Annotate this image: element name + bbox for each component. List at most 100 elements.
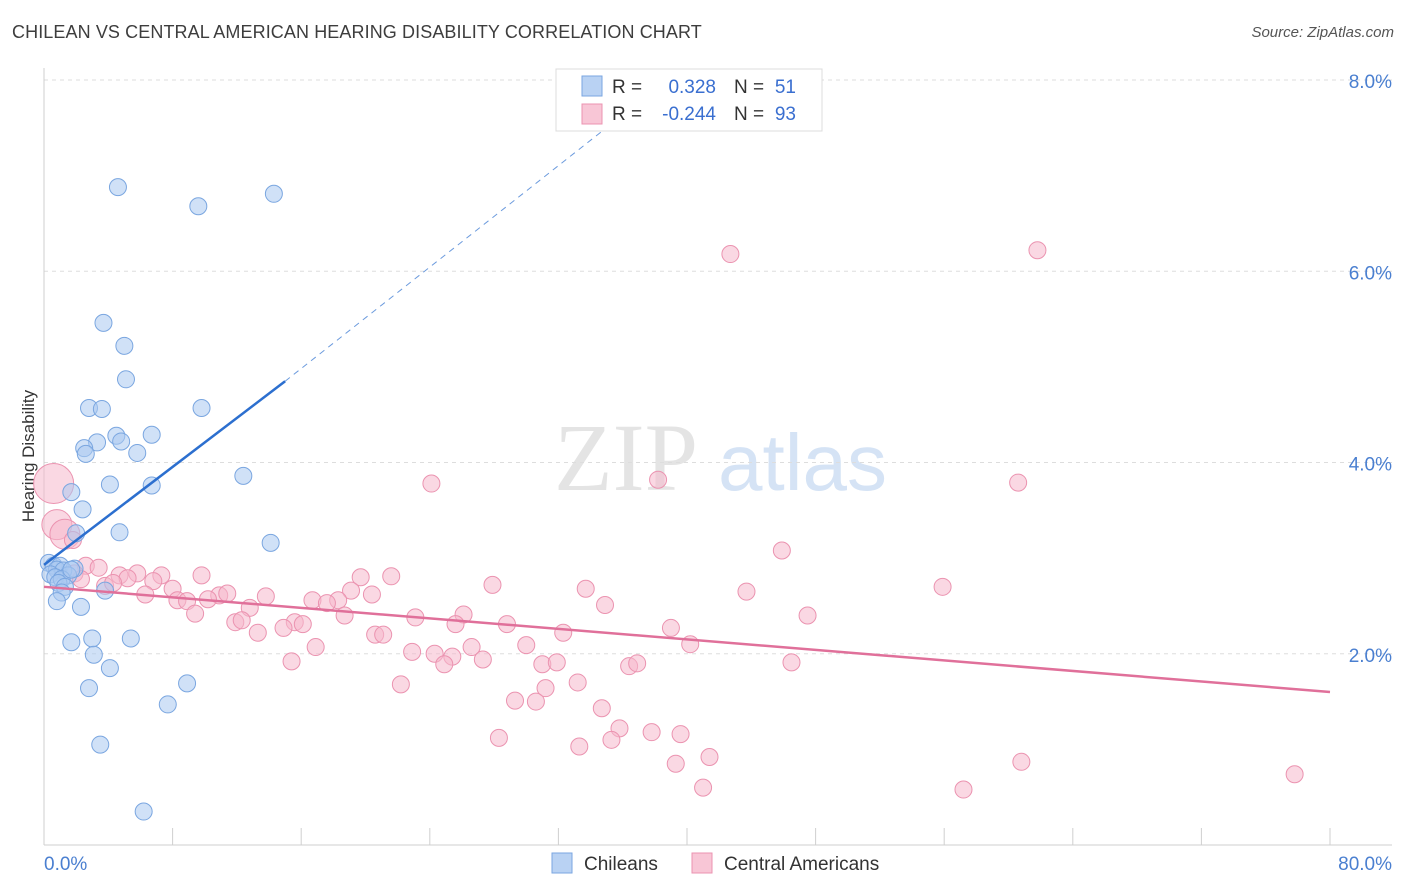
series-legend: Chileans Central Americans (551, 852, 879, 875)
chileans-point-46 (178, 674, 197, 693)
chileans-point-40 (83, 629, 102, 648)
central-americans-point-40 (317, 594, 336, 613)
chileans-point-15 (128, 443, 147, 462)
central-americans-point-61 (306, 638, 325, 657)
trend-lines (43, 89, 1331, 694)
chileans-point-7 (92, 399, 111, 418)
central-americans-point-91 (694, 778, 713, 797)
central-americans-point-84 (489, 728, 508, 747)
central-americans-point-26 (576, 579, 595, 598)
central-americans-point-21 (144, 572, 163, 591)
chileans-point-50 (62, 560, 81, 579)
central-americans-point-75 (391, 675, 410, 694)
central-americans-point-32 (218, 584, 237, 603)
central-americans-point-87 (700, 748, 719, 767)
x-axis-ticks (43, 828, 1331, 845)
central-americans-trend-line (43, 585, 1331, 694)
central-americans-point-4 (1009, 473, 1028, 492)
chileans-point-1 (189, 197, 208, 216)
chileans-point-43 (84, 645, 103, 664)
central-americans-point-25 (483, 575, 502, 594)
chileans-point-42 (62, 633, 81, 652)
chileans-point-45 (80, 679, 99, 698)
chart-title: CHILEAN VS CENTRAL AMERICAN HEARING DISA… (12, 22, 702, 42)
central-americans-point-69 (547, 653, 566, 672)
central-americans-point-73 (628, 654, 647, 673)
y-tick-label-2: 6.0% (1349, 263, 1392, 284)
series-legend-chileans-label: Chileans (584, 854, 658, 875)
chileans-trend-line (43, 380, 286, 566)
chileans-point-48 (91, 735, 110, 754)
central-americans-point-88 (666, 754, 685, 773)
legend-chileans-r-value: 0.328 (668, 77, 716, 98)
central-americans-point-67 (517, 636, 536, 655)
central-americans-point-46 (798, 606, 817, 625)
correlation-legend: R = 0.328 N = 51 R = -0.244 N = 93 (555, 68, 823, 132)
central-americans-point-77 (536, 679, 555, 698)
central-americans-point-29 (342, 581, 361, 600)
source-note: Source: ZipAtlas.com (1251, 24, 1394, 41)
central-americans-point-70 (282, 652, 301, 671)
central-americans-point-9 (772, 541, 791, 560)
central-americans-point-66 (473, 650, 492, 669)
central-americans-point-48 (232, 611, 251, 630)
central-americans-point-27 (737, 582, 756, 601)
central-americans-point-79 (526, 692, 545, 711)
chileans-point-8 (192, 398, 211, 417)
chileans-point-17 (100, 475, 119, 494)
central-americans-point-74 (782, 653, 801, 672)
legend-central-swatch (581, 103, 603, 125)
x-tick-label-min: 0.0% (44, 854, 87, 875)
central-americans-point-33 (256, 587, 275, 606)
y-axis-title: Hearing Disability (19, 389, 38, 522)
central-americans-point-86 (570, 737, 589, 756)
central-americans-point-17 (382, 567, 401, 586)
chileans-point-3 (94, 313, 113, 332)
central-americans-point-3 (649, 470, 668, 489)
central-americans-point-16 (192, 566, 211, 585)
legend-central-r-value: -0.244 (662, 104, 716, 125)
chileans-point-12 (112, 432, 131, 451)
chileans-point-5 (116, 370, 135, 389)
central-americans-point-59 (554, 623, 573, 642)
y-tick-label-3: 8.0% (1349, 72, 1392, 93)
central-americans-point-1 (1028, 241, 1047, 260)
central-americans-point-58 (374, 625, 393, 644)
central-americans-point-82 (642, 723, 661, 742)
central-americans-point-80 (592, 699, 611, 718)
chileans-point-47 (158, 695, 177, 714)
central-americans-point-43 (186, 604, 205, 623)
watermark-zip: ZIP (554, 404, 698, 511)
central-americans-point-83 (671, 725, 690, 744)
chileans-point-38 (47, 592, 66, 611)
chileans-point-18 (142, 476, 161, 495)
central-americans-point-50 (293, 615, 312, 634)
central-americans-point-85 (602, 730, 621, 749)
central-americans-point-54 (274, 618, 293, 637)
legend-chileans-n-label: N = (734, 77, 764, 98)
legend-central-r-label: R = (612, 104, 642, 125)
legend-chileans-swatch (581, 75, 603, 97)
chileans-point-2 (264, 184, 283, 203)
central-americans-point-89 (1012, 752, 1031, 771)
chileans-point-44 (100, 659, 119, 678)
legend-chileans-r-label: R = (612, 77, 642, 98)
legend-chileans-n-value: 51 (775, 77, 796, 98)
central-americans-point-71 (435, 655, 454, 674)
chileans-point-20 (73, 500, 92, 519)
chileans-point-14 (76, 444, 95, 463)
legend-central-n-value: 93 (775, 104, 796, 125)
chileans-point-0 (108, 178, 127, 197)
grid-lines (44, 79, 1392, 655)
central-americans-point-65 (462, 638, 481, 657)
central-americans-point-90 (1285, 765, 1304, 784)
central-americans-point-55 (661, 618, 680, 637)
chileans-point-4 (115, 336, 134, 355)
central-americans-point-62 (403, 642, 422, 661)
central-americans-point-51 (335, 606, 354, 625)
chileans-point-49 (134, 802, 153, 821)
y-tick-labels: 2.0% 4.0% 6.0% 8.0% (1349, 72, 1392, 667)
chileans-points (39, 178, 283, 821)
central-americans-points (33, 241, 1304, 799)
